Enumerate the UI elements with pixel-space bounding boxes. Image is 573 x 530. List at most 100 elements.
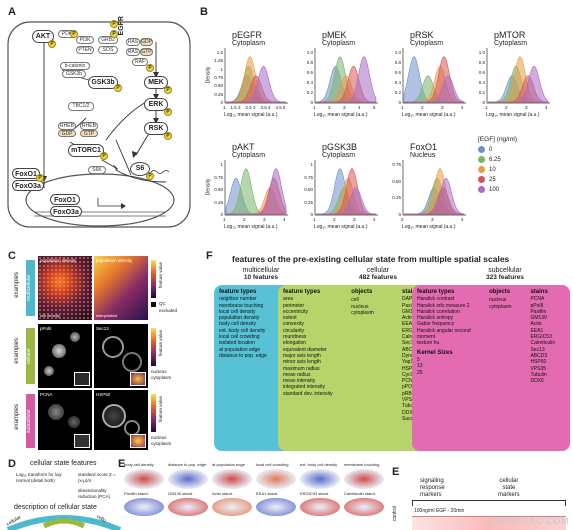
kernel-sizes-list: 5 13 25 [417, 357, 486, 376]
plot-axes [402, 160, 466, 216]
feature-list-item: GM130 [402, 308, 419, 315]
feature-list-item: GM130 [530, 315, 547, 322]
feature-list-item: Haralick correlation [417, 308, 460, 315]
plot-svg [224, 48, 288, 104]
feature-list-item: neighbor number [219, 296, 257, 303]
y-tick-label: 0 [220, 100, 223, 105]
phospho-akt: P [48, 40, 56, 48]
cell-feature-list: area perimeter eccentricity extent convexity… [283, 296, 347, 397]
feature-list-item: cytoplasm [489, 303, 512, 310]
phospho-mtorc1: P [100, 152, 108, 160]
feature-list-item: Sec13 [402, 340, 417, 347]
plot-subtitle: Cytoplasm [322, 40, 356, 47]
cellular-markers-label: cellular state markers [498, 478, 520, 498]
node-gsk3b: GSK3b [88, 76, 118, 89]
legend-entry: 0 [478, 146, 568, 153]
plot-axes [314, 160, 378, 216]
feature-list-item: PCNA [530, 296, 545, 303]
feature-list-item: VPS35 [402, 397, 418, 404]
node-ras2: RAS [126, 48, 140, 56]
node-rheb2: RHEB [80, 122, 98, 130]
feature-list-item: Haralick angular second moment [417, 327, 471, 341]
legend-label: 25 [489, 176, 496, 183]
feature-list-item: Yap1 [402, 359, 414, 366]
legend-label: 6.25 [489, 156, 501, 163]
feature-list-item: perimeter [283, 302, 305, 309]
node-rsk: RSK [144, 122, 168, 135]
feature-map-image [212, 469, 252, 489]
plot-subtitle: Cytoplasm [410, 40, 444, 47]
density-curve [404, 75, 465, 103]
feature-map-label: ext. body cell density [300, 462, 338, 467]
panel-d-step3: dimensionality reduction (PCA) [78, 488, 111, 499]
x-tick-label: 2 [505, 105, 508, 110]
cell-stains-head: stains [402, 289, 420, 295]
node-raf: RAF [132, 58, 148, 66]
y-tick-label: 0.4 [478, 80, 485, 85]
feature-list-item: HSP60 [402, 365, 418, 372]
feature-list-item: circularity [283, 327, 305, 334]
feature-list-item: local cell density [219, 308, 256, 315]
x-tick-label: 4 [268, 105, 271, 110]
y-tick-label: 1 [310, 162, 313, 167]
plot-title: pMTOR [494, 30, 526, 40]
feature-map-label: body cell density [124, 462, 154, 467]
cell-feature-types-head: feature types [283, 289, 321, 295]
plot-svg [224, 160, 288, 216]
multi-feature-list: neighbor number membrane touching local ce… [219, 296, 311, 359]
legend-subcell: nucleus cytoplasm [151, 435, 171, 446]
sub-objects-head: objects [489, 289, 511, 295]
colorbar-3 [151, 394, 156, 432]
feature-list-item: Calreticulin [530, 340, 556, 347]
x-tick-label: 3 [263, 217, 266, 222]
x-axis-label: Log₁₀ mean signal (a.u.) [224, 224, 278, 230]
feature-map-column: at population edge Actin stand. [212, 462, 254, 528]
density-curve [488, 65, 549, 103]
scale-subcellular: subcellular 323 features [450, 267, 560, 281]
x-tick-label: 3 [441, 105, 444, 110]
colorbar-label-2: feature value [158, 330, 163, 357]
phospho-mek: P [164, 86, 172, 94]
row-examples-label-2: examples [14, 338, 20, 364]
plot-title: pRSK [410, 30, 434, 40]
feature-list-item: HSP60 [530, 359, 547, 366]
legend-entry: 100 [478, 186, 568, 193]
feature-list-item: roundness [283, 334, 307, 341]
feature-list-item: Paxillin [530, 308, 547, 315]
feature-map-column: membrane touching Calreticulin stand. [344, 462, 386, 528]
x-axis-label: Log₁₀ mean signal (a.u.) [486, 112, 540, 118]
x-tick-label: 4 [461, 105, 464, 110]
node-grb2: GRB2 [98, 36, 118, 44]
feature-list-item: body cell density [219, 321, 256, 328]
feature-list-item: mean intensity [283, 378, 316, 385]
x-tick-label: 2 [238, 105, 241, 110]
panel-d-desc: description of cellular state [14, 504, 97, 511]
legend-entry: 10 [478, 166, 568, 173]
x-tick-label: 3 [431, 217, 434, 222]
feature-list-item: minor axis length [283, 359, 321, 366]
plot-subtitle: Cytoplasm [232, 152, 266, 159]
row-examples-label-3: examples [14, 404, 20, 430]
node-akt: AKT [32, 30, 54, 43]
row-examples-label-1: examples [14, 272, 20, 298]
feature-list-item: VPS35 [530, 365, 547, 372]
feature-list-item: DAPI [402, 296, 414, 303]
x-tick-label: 4 [283, 217, 286, 222]
plot-svg [314, 48, 378, 104]
x-tick-label: 1 [313, 217, 316, 222]
feature-list-item: Haralick info measure 2 [417, 302, 470, 309]
x-tick-label: 1 [223, 217, 226, 222]
feature-list-item: population density [219, 315, 260, 322]
panel-d-step1: Log₁₀ transform for log-normal (detail b… [16, 472, 63, 483]
feature-list-item: 5 [417, 356, 420, 363]
plot-axes [314, 48, 378, 104]
node-ras: RAS [126, 38, 140, 46]
panel-c-letter: C [8, 250, 16, 262]
legend-label: 100 [489, 186, 500, 193]
y-tick-label: 0.75 [392, 162, 401, 167]
node-pten: PTEN [76, 46, 94, 54]
colorbar-1 [151, 260, 156, 298]
feature-map-image [344, 469, 384, 489]
feature-map-column: local cell crowding EEA1 stand. [256, 462, 298, 528]
plot-axes [224, 48, 288, 104]
